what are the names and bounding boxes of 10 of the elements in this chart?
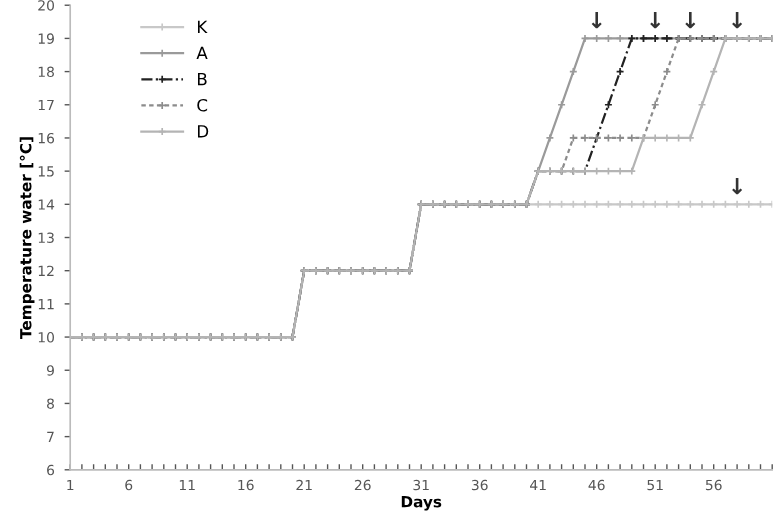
annotation: ↓ [591,12,602,29]
legend-label: B [198,72,207,86]
legend-label: A [196,46,208,60]
legend-label: D [198,125,209,138]
annotation: ↓ [685,12,696,29]
annotation: ↓ [732,12,743,29]
legend-label: K [198,20,208,33]
annotation: ↓ [732,177,743,195]
legend-label: C [197,98,208,112]
annotation: ↓ [650,12,661,29]
